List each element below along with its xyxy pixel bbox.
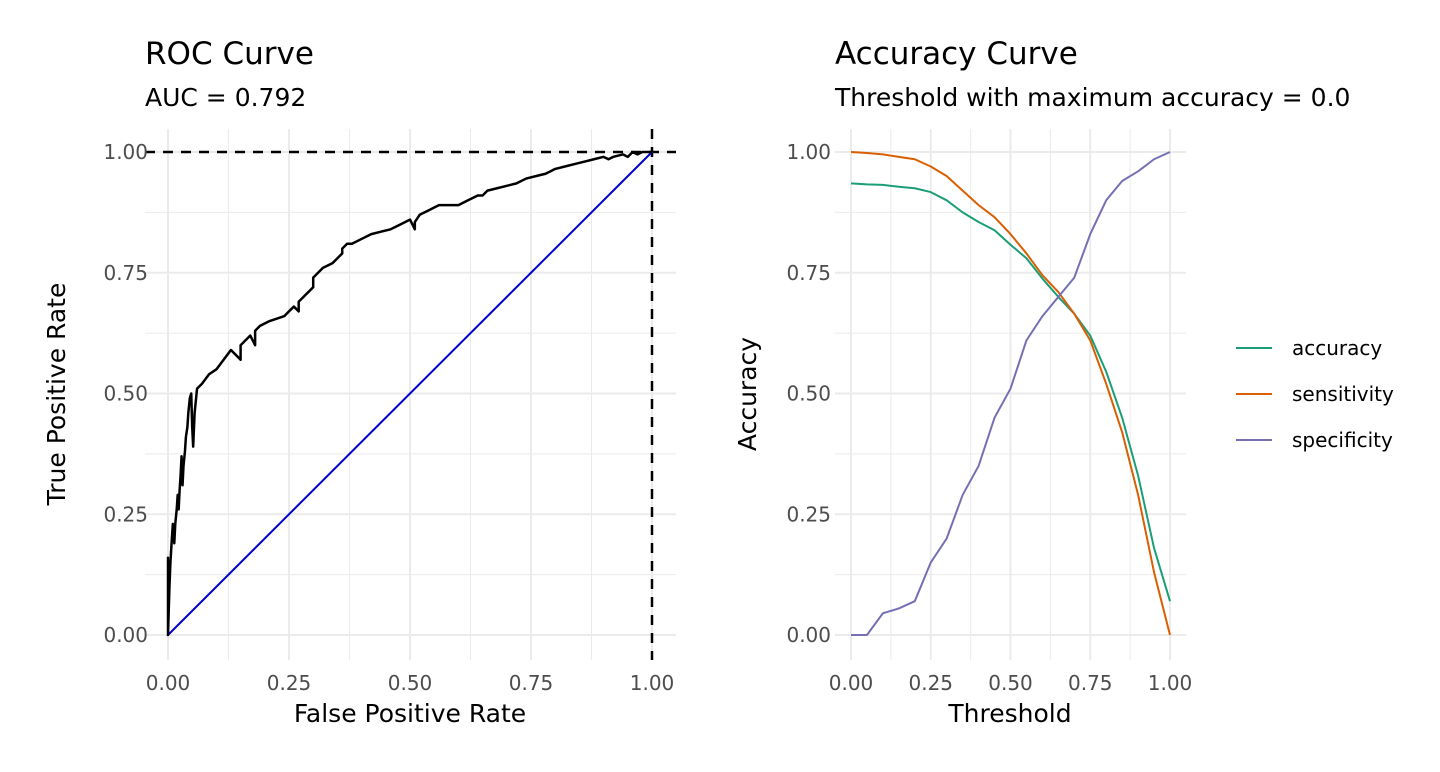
y-tick-label: 0.25 (103, 502, 148, 526)
x-tick-label: 0.75 (509, 671, 554, 695)
x-tick-label: 1.00 (1148, 671, 1193, 695)
x-tick-label: 0.50 (988, 671, 1033, 695)
y-tick-label: 1.00 (786, 140, 831, 164)
specificity-line (851, 151, 1171, 636)
accuracy-x-axis-title: Threshold (947, 699, 1071, 728)
accuracy-subtitle: Threshold with maximum accuracy = 0.0 (834, 83, 1350, 112)
accuracy-y-axis-title: Accuracy (733, 337, 762, 451)
x-tick-label: 0.00 (146, 671, 191, 695)
accuracy-x-ticks: 0.00 0.25 0.50 0.75 1.00 (829, 671, 1193, 695)
legend: accuracy sensitivity specificity (1236, 336, 1394, 452)
y-tick-label: 0.50 (103, 382, 148, 406)
accuracy-panel: 0.00 0.25 0.50 0.75 1.00 0.00 0.25 0.50 0.75 1.0… (733, 36, 1350, 728)
roc-panel: 0.00 0.25 0.50 0.75 1.00 0.00 0.25 0.50 0.75 1.0… (42, 36, 676, 728)
accuracy-title: Accuracy Curve (835, 36, 1078, 72)
y-tick-label: 0.75 (786, 261, 831, 285)
roc-title: ROC Curve (145, 36, 314, 72)
accuracy-y-ticks: 0.00 0.25 0.50 0.75 1.00 (786, 140, 831, 647)
roc-y-axis-title: True Positive Rate (42, 283, 71, 507)
sensitivity-line (850, 151, 1171, 636)
roc-curve-line (166, 150, 652, 637)
x-tick-label: 0.00 (829, 671, 874, 695)
legend-label-sensitivity: sensitivity (1292, 382, 1394, 406)
x-tick-label: 0.25 (267, 671, 312, 695)
accuracy-line (850, 182, 1171, 602)
roc-diagonal-line (167, 151, 653, 636)
y-tick-label: 0.00 (103, 623, 148, 647)
y-tick-label: 0.75 (103, 261, 148, 285)
x-tick-label: 0.75 (1068, 671, 1113, 695)
accuracy-gridlines (835, 129, 1186, 660)
roc-x-ticks: 0.00 0.25 0.50 0.75 1.00 (146, 671, 675, 695)
accuracy-series (850, 151, 1171, 636)
legend-label-accuracy: accuracy (1292, 336, 1382, 360)
roc-subtitle: AUC = 0.792 (145, 83, 306, 112)
roc-series (166, 150, 653, 637)
roc-x-axis-title: False Positive Rate (294, 699, 526, 728)
y-tick-label: 0.25 (786, 502, 831, 526)
x-tick-label: 0.50 (388, 671, 433, 695)
y-tick-label: 1.00 (103, 140, 148, 164)
y-tick-label: 0.50 (786, 382, 831, 406)
legend-label-specificity: specificity (1292, 428, 1393, 452)
x-tick-label: 0.25 (908, 671, 953, 695)
x-tick-label: 1.00 (630, 671, 675, 695)
y-tick-label: 0.00 (786, 623, 831, 647)
roc-y-ticks: 0.00 0.25 0.50 0.75 1.00 (103, 140, 148, 647)
